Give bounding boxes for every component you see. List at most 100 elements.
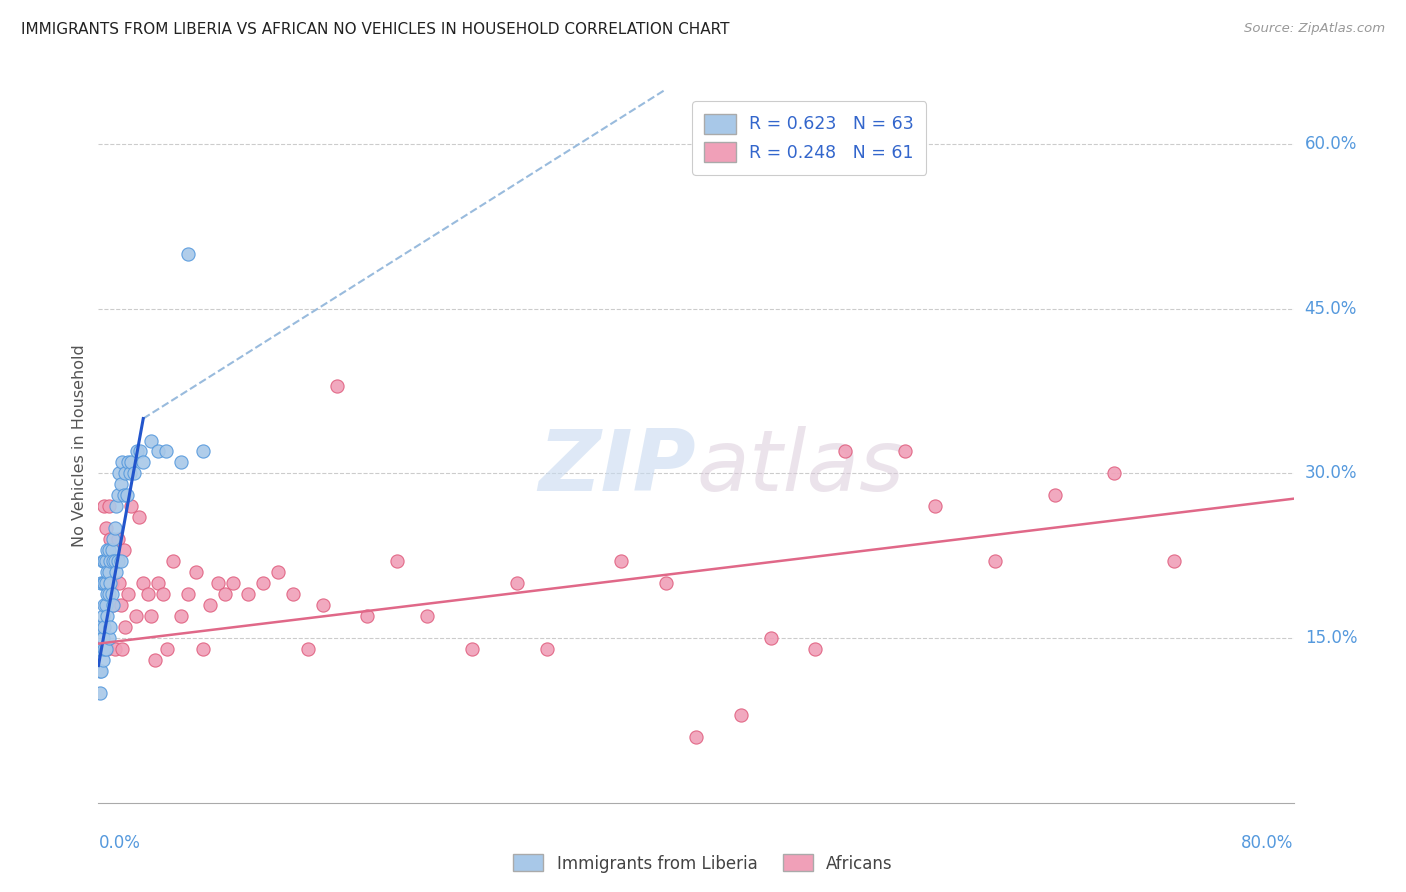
Point [155,444,177,458]
Point [311,598,333,612]
Point [91,609,114,624]
Point [110,554,132,568]
Text: 15.0%: 15.0% [1305,629,1357,647]
Point [169,455,191,469]
Point [110,477,132,491]
Point [105,554,128,568]
Point [101,587,124,601]
Text: ZIP: ZIP [538,425,696,509]
Point [281,587,304,601]
Point [114,467,136,481]
Point [98,533,122,547]
Point [96,566,118,580]
Point [96,543,118,558]
Point [111,642,134,657]
Point [94,598,117,612]
Point [132,576,155,591]
Point [152,587,174,601]
Point [148,576,170,591]
Point [416,609,439,624]
Point [1163,554,1185,568]
Point [118,467,141,481]
Point [93,620,115,634]
Point [1104,467,1126,481]
Point [108,576,131,591]
Point [94,642,117,657]
Point [461,642,484,657]
Point [103,598,125,612]
Point [222,576,245,591]
Point [93,598,115,612]
Point [107,533,129,547]
Point [117,455,139,469]
Point [112,543,135,558]
Point [90,642,112,657]
Point [759,631,782,645]
Point [90,664,112,678]
Y-axis label: No Vehicles in Household: No Vehicles in Household [72,344,87,548]
Point [120,455,142,469]
Point [685,730,707,744]
Point [894,444,917,458]
Text: 80.0%: 80.0% [1241,834,1294,852]
Point [117,587,139,601]
Point [169,609,191,624]
Point [506,576,529,591]
Point [107,488,129,502]
Point [98,576,122,591]
Point [90,576,112,591]
Point [177,247,200,261]
Legend: R = 0.623   N = 63, R = 0.248   N = 61: R = 0.623 N = 63, R = 0.248 N = 61 [692,102,927,175]
Point [89,664,111,678]
Point [98,620,122,634]
Point [385,554,409,568]
Point [214,587,236,601]
Point [91,554,114,568]
Point [156,642,179,657]
Text: 60.0%: 60.0% [1305,135,1357,153]
Point [139,434,162,448]
Point [236,587,259,601]
Point [184,566,207,580]
Point [114,620,136,634]
Point [267,566,290,580]
Point [191,444,214,458]
Point [139,609,162,624]
Point [97,587,120,601]
Point [128,510,150,524]
Point [132,455,155,469]
Text: Source: ZipAtlas.com: Source: ZipAtlas.com [1244,22,1385,36]
Point [96,642,118,657]
Point [93,554,115,568]
Text: 0.0%: 0.0% [98,834,141,852]
Point [94,554,117,568]
Point [110,598,132,612]
Point [104,554,127,568]
Point [97,500,120,514]
Point [120,500,142,514]
Point [94,521,117,535]
Point [655,576,678,591]
Point [200,598,222,612]
Point [90,620,112,634]
Point [93,576,115,591]
Point [252,576,274,591]
Point [610,554,633,568]
Point [162,554,184,568]
Point [112,488,135,502]
Text: 45.0%: 45.0% [1305,300,1357,318]
Text: IMMIGRANTS FROM LIBERIA VS AFRICAN NO VEHICLES IN HOUSEHOLD CORRELATION CHART: IMMIGRANTS FROM LIBERIA VS AFRICAN NO VE… [21,22,730,37]
Point [129,444,152,458]
Point [89,686,111,700]
Point [536,642,558,657]
Point [115,488,138,502]
Point [143,653,166,667]
Point [730,708,752,723]
Point [104,521,127,535]
Point [97,631,120,645]
Point [297,642,319,657]
Point [124,467,146,481]
Point [97,566,120,580]
Point [127,444,149,458]
Point [111,455,134,469]
